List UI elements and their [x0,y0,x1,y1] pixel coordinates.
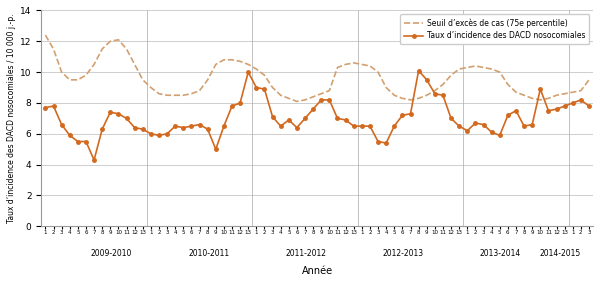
Taux d’incidence des DACD nosocomiales [488,130,495,134]
Taux d’incidence des DACD nosocomiales [423,78,430,82]
Seuil d’excès de cas (75e percentile) [537,98,544,102]
Line: Seuil d’excès de cas (75e percentile): Seuil d’excès de cas (75e percentile) [46,35,589,101]
Taux d’incidence des DACD nosocomiales [42,106,49,109]
Seuil d’excès de cas (75e percentile) [172,94,179,97]
Seuil d’excès de cas (75e percentile) [293,100,301,103]
Taux d’incidence des DACD nosocomiales [586,104,593,108]
Seuil d’excès de cas (75e percentile) [367,64,374,68]
Taux d’incidence des DACD nosocomiales [415,69,422,72]
Seuil d’excès de cas (75e percentile) [269,86,276,89]
Seuil d’excès de cas (75e percentile) [358,63,365,66]
Taux d’incidence des DACD nosocomiales [448,117,455,120]
Y-axis label: Taux d’incidence des DACD nosocomiales / 10 000 j.-p.: Taux d’incidence des DACD nosocomiales /… [7,14,16,223]
Legend: Seuil d’excès de cas (75e percentile), Taux d’incidence des DACD nosocomiales: Seuil d’excès de cas (75e percentile), T… [400,14,589,44]
Taux d’incidence des DACD nosocomiales [537,87,544,91]
Seuil d’excès de cas (75e percentile) [163,94,170,97]
Taux d’incidence des DACD nosocomiales [553,108,560,111]
Line: Taux d’incidence des DACD nosocomiales: Taux d’incidence des DACD nosocomiales [44,69,591,162]
Taux d’incidence des DACD nosocomiales [91,158,98,162]
Taux d’incidence des DACD nosocomiales [545,109,552,112]
X-axis label: Année: Année [302,266,333,276]
Seuil d’excès de cas (75e percentile) [42,33,49,37]
Seuil d’excès de cas (75e percentile) [586,78,593,82]
